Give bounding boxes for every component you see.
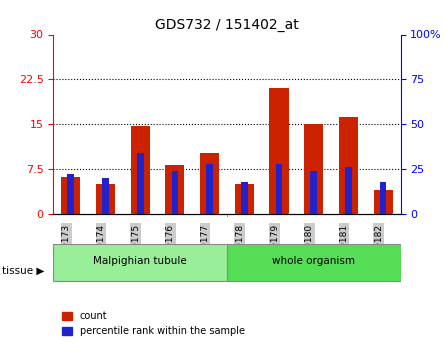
FancyBboxPatch shape xyxy=(53,244,227,281)
Bar xyxy=(345,167,352,214)
Title: GDS732 / 151402_at: GDS732 / 151402_at xyxy=(155,18,299,32)
Bar xyxy=(270,88,288,214)
Bar xyxy=(310,171,317,214)
Bar xyxy=(339,117,358,214)
Bar xyxy=(96,184,115,214)
Text: whole organism: whole organism xyxy=(272,256,355,266)
Bar xyxy=(166,166,184,214)
Text: Malpighian tubule: Malpighian tubule xyxy=(93,256,187,266)
Bar xyxy=(235,184,254,214)
Bar xyxy=(304,124,323,214)
Bar xyxy=(137,153,144,214)
Bar xyxy=(200,153,219,214)
Bar xyxy=(206,164,213,214)
Bar xyxy=(61,177,80,214)
Bar xyxy=(380,181,387,214)
Legend: count, percentile rank within the sample: count, percentile rank within the sample xyxy=(58,307,249,340)
FancyBboxPatch shape xyxy=(227,244,400,281)
Bar xyxy=(67,175,74,214)
Text: tissue ▶: tissue ▶ xyxy=(2,266,44,276)
Bar xyxy=(241,181,248,214)
Bar xyxy=(131,126,150,214)
Bar xyxy=(374,190,392,214)
Bar xyxy=(102,178,109,214)
Bar xyxy=(275,164,283,214)
Bar xyxy=(171,171,178,214)
